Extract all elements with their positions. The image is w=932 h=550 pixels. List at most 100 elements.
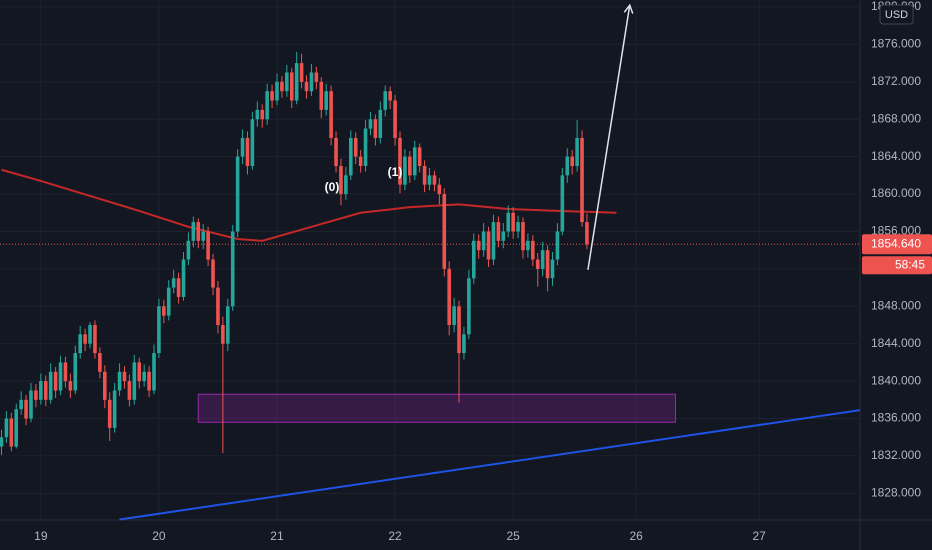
candle-body — [560, 175, 565, 232]
last-price-box — [862, 234, 932, 255]
currency-button[interactable] — [879, 4, 914, 25]
x-tick-label: 27 — [752, 529, 766, 543]
candle-body — [39, 381, 43, 400]
candle-body — [432, 175, 437, 185]
candle-body — [476, 240, 481, 251]
x-tick-label: 26 — [629, 529, 643, 543]
candle-body — [117, 371, 122, 391]
candle-body — [9, 418, 14, 447]
candle-body — [19, 399, 23, 410]
candle-body — [540, 250, 545, 269]
candle-body — [585, 222, 589, 245]
candle-body — [481, 231, 486, 251]
candle-body — [152, 353, 156, 391]
currency-label[interactable]: USD — [885, 9, 908, 21]
candle-body — [339, 166, 343, 195]
candle-body — [63, 362, 68, 382]
candle-body — [211, 259, 215, 288]
candle-body — [447, 268, 451, 325]
candle-body — [294, 63, 299, 101]
candle-body — [275, 81, 279, 101]
candle-body — [250, 119, 255, 167]
candle-body — [334, 137, 338, 167]
candle-body — [531, 240, 535, 260]
candle-body — [580, 137, 584, 223]
candle-body — [289, 72, 294, 101]
candle-body — [442, 194, 447, 269]
candle-body — [285, 72, 289, 92]
y-tick-label: 1836.000 — [871, 411, 921, 425]
candle-body — [176, 278, 181, 297]
candle-body — [412, 147, 417, 176]
candle-body — [496, 222, 501, 241]
candle-body — [162, 306, 166, 316]
y-tick-label: 1864.000 — [871, 149, 921, 163]
candle-body — [398, 137, 402, 185]
candle-body — [373, 119, 378, 138]
candle-body — [14, 409, 19, 447]
candle-body — [270, 91, 274, 101]
y-tick-label: 1868.000 — [871, 111, 921, 125]
candle-body — [565, 156, 570, 176]
candle-body — [457, 306, 461, 354]
candle-body — [132, 362, 137, 400]
countdown-box — [862, 256, 932, 275]
candle-body — [216, 287, 220, 325]
x-tick-label: 25 — [506, 529, 520, 543]
candle-body — [570, 156, 574, 167]
candle-body — [550, 259, 555, 279]
candle-body — [383, 91, 388, 110]
x-tick-label: 19 — [34, 529, 48, 543]
candle-body — [122, 371, 127, 382]
candle-body — [516, 222, 520, 232]
candle-body — [388, 91, 392, 101]
candle-body — [521, 222, 525, 251]
y-tick-label: 1828.000 — [871, 486, 921, 500]
candle-body — [240, 137, 245, 157]
candle-body — [43, 381, 48, 400]
candle-body — [348, 137, 353, 176]
candle-body — [260, 109, 265, 120]
candle-body — [196, 222, 201, 241]
candle-body — [29, 390, 33, 419]
candle-body — [221, 325, 225, 344]
candle-body — [378, 109, 383, 138]
y-tick-label: 1872.000 — [871, 74, 921, 88]
trendline — [119, 409, 861, 521]
last-price-label: 1854.640 — [871, 236, 921, 250]
candle-body — [422, 166, 427, 185]
candle-body — [511, 212, 515, 232]
candle-body — [329, 91, 333, 138]
candle-body — [102, 371, 107, 400]
candle-body — [403, 156, 407, 185]
candle-body — [501, 231, 506, 241]
candle-body — [186, 240, 191, 260]
candle-body — [147, 371, 151, 391]
candle-body — [304, 81, 309, 92]
wave-label: (0) — [325, 180, 340, 194]
candle-body — [344, 175, 348, 195]
support-zone — [197, 393, 677, 423]
candle-body — [142, 371, 146, 382]
candle-body — [88, 325, 92, 344]
countdown: 58:45 — [895, 257, 925, 271]
candle-body — [245, 137, 250, 167]
y-tick-label: 1848.000 — [871, 298, 921, 312]
candle-body — [393, 100, 397, 138]
y-tick-label: 1840.000 — [871, 373, 921, 387]
candle-body — [171, 278, 176, 288]
arrow — [587, 5, 631, 270]
candle-body — [191, 222, 196, 241]
candle-body — [555, 231, 560, 260]
candle-body — [73, 353, 78, 391]
candle-body — [575, 137, 579, 167]
candle-body — [437, 184, 442, 195]
y-tick-label: 1856.000 — [871, 224, 921, 238]
candle-body — [53, 371, 58, 391]
candle-body — [58, 362, 63, 391]
candle-body — [78, 334, 82, 354]
candle-body — [545, 250, 550, 279]
candle-body — [314, 72, 319, 82]
